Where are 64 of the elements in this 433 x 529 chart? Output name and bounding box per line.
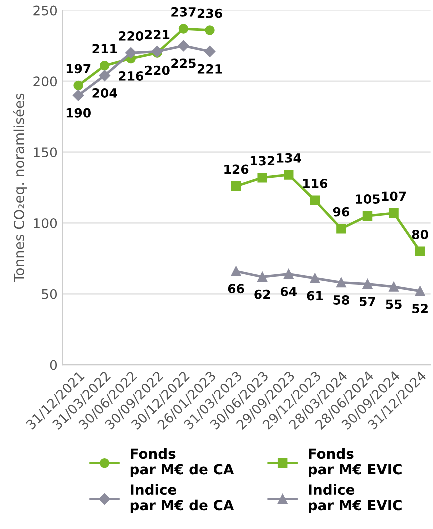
point bbox=[258, 173, 268, 183]
legend-label: Fonds par M€ EVIC bbox=[309, 448, 402, 478]
point bbox=[336, 278, 346, 288]
data-label: 237 bbox=[172, 7, 196, 17]
y-tick-label: 250 bbox=[34, 6, 58, 16]
legend-label: Indice par M€ de CA bbox=[130, 484, 234, 514]
y-tick-label: 50 bbox=[42, 289, 58, 300]
data-label: 197 bbox=[66, 64, 91, 74]
point bbox=[310, 274, 320, 284]
y-tick-label: 200 bbox=[34, 76, 58, 87]
point bbox=[100, 61, 110, 71]
data-label: 204 bbox=[92, 88, 118, 98]
point bbox=[72, 90, 84, 102]
data-label: 190 bbox=[66, 108, 92, 118]
data-label: 107 bbox=[382, 192, 406, 202]
data-label: 58 bbox=[334, 296, 350, 305]
point bbox=[74, 80, 84, 91]
data-label: 216 bbox=[119, 72, 144, 81]
data-label: 66 bbox=[228, 284, 244, 294]
point bbox=[126, 48, 137, 59]
legend-label: Indice par M€ EVIC bbox=[309, 484, 402, 514]
point bbox=[415, 246, 426, 256]
data-label: 62 bbox=[254, 290, 270, 300]
data-label: 221 bbox=[145, 30, 170, 40]
point bbox=[99, 70, 110, 82]
data-label: 52 bbox=[412, 304, 428, 314]
point bbox=[284, 170, 294, 180]
y-tick-label: 150 bbox=[34, 148, 58, 158]
point bbox=[204, 46, 216, 58]
point bbox=[231, 266, 242, 276]
data-label: 132 bbox=[250, 156, 275, 166]
y-tick-label: 100 bbox=[34, 218, 58, 228]
data-label: 236 bbox=[198, 8, 222, 18]
data-label: 211 bbox=[92, 44, 118, 54]
data-label: 221 bbox=[198, 64, 222, 74]
data-label: 64 bbox=[280, 287, 297, 296]
data-label: 116 bbox=[304, 178, 328, 188]
data-label: 57 bbox=[360, 297, 376, 306]
data-label: 96 bbox=[333, 207, 350, 217]
point bbox=[284, 269, 294, 280]
data-label: 80 bbox=[412, 230, 428, 240]
data-label: 220 bbox=[119, 32, 144, 41]
y-tick-label: 0 bbox=[50, 360, 58, 370]
data-label: 220 bbox=[145, 66, 170, 76]
data-label: 55 bbox=[386, 300, 402, 310]
data-label: 105 bbox=[356, 194, 380, 204]
point bbox=[231, 182, 242, 192]
point bbox=[362, 279, 373, 290]
data-label: 126 bbox=[224, 164, 249, 174]
point bbox=[178, 24, 189, 34]
point bbox=[205, 26, 215, 36]
data-label: 61 bbox=[307, 291, 323, 301]
point bbox=[336, 224, 346, 234]
point bbox=[389, 282, 399, 292]
point bbox=[258, 272, 268, 282]
y-axis-title: Tonnes CO₂eq. noramlisées bbox=[13, 94, 28, 282]
point bbox=[310, 196, 320, 206]
data-label: 225 bbox=[172, 58, 196, 68]
point bbox=[389, 208, 399, 218]
legend-label: Fonds par M€ de CA bbox=[130, 448, 234, 478]
point bbox=[178, 40, 190, 52]
data-label: 134 bbox=[277, 153, 302, 163]
point bbox=[415, 286, 426, 296]
point bbox=[362, 211, 373, 222]
